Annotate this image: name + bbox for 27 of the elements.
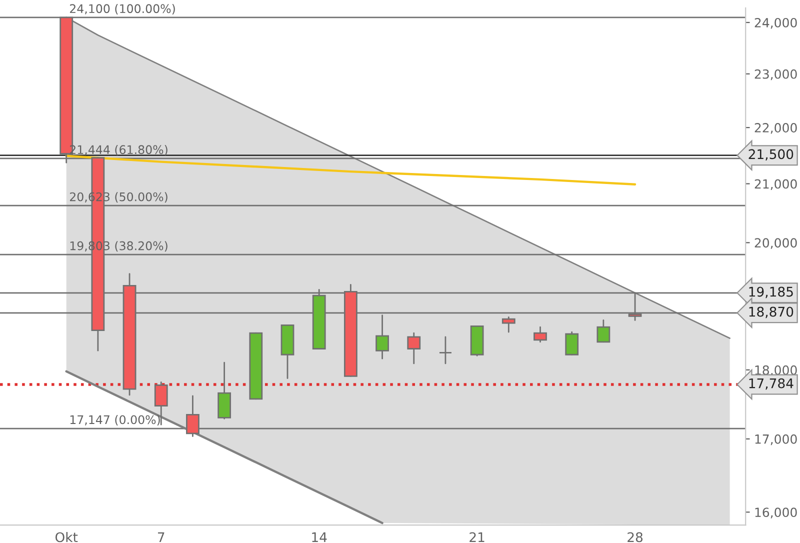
- annotation: 24,100 (100.00%): [70, 4, 175, 14]
- line-series: [65, 154, 636, 186]
- x-tick-label: 14: [312, 532, 327, 542]
- y-tick-label: 22,000: [754, 123, 797, 134]
- y-tick-label: 20,000: [754, 238, 797, 249]
- x-tick-label: 7: [158, 532, 164, 542]
- ref-line-label: 17,784: [749, 378, 794, 390]
- y-tick-label: 24,000: [754, 18, 797, 29]
- candlestick: [534, 326, 547, 343]
- candlestick: [407, 332, 421, 364]
- candlestick: [596, 320, 610, 343]
- y-tick-label: 16,000: [755, 508, 797, 518]
- y-tick-label: 17,000: [755, 434, 797, 446]
- x-tick-label: 21: [470, 532, 484, 542]
- y-tick-label: 23,000: [754, 69, 797, 80]
- x-tick-label: 28: [628, 532, 643, 542]
- candlestick: [502, 316, 516, 333]
- ref-line-label: 18,870: [749, 306, 794, 318]
- line-series: [65, 370, 384, 524]
- ref-line-label: 19,185: [749, 286, 793, 298]
- y-tick-label: 21,000: [754, 179, 797, 190]
- candlestick: [438, 336, 452, 364]
- annotation: 17,147 (0.00%): [70, 415, 160, 426]
- ref-line-label: 21,500: [748, 149, 794, 160]
- x-tick-label: Okt: [55, 532, 78, 542]
- y-tick-label: 18,000: [755, 365, 797, 376]
- candlestick: [565, 331, 579, 356]
